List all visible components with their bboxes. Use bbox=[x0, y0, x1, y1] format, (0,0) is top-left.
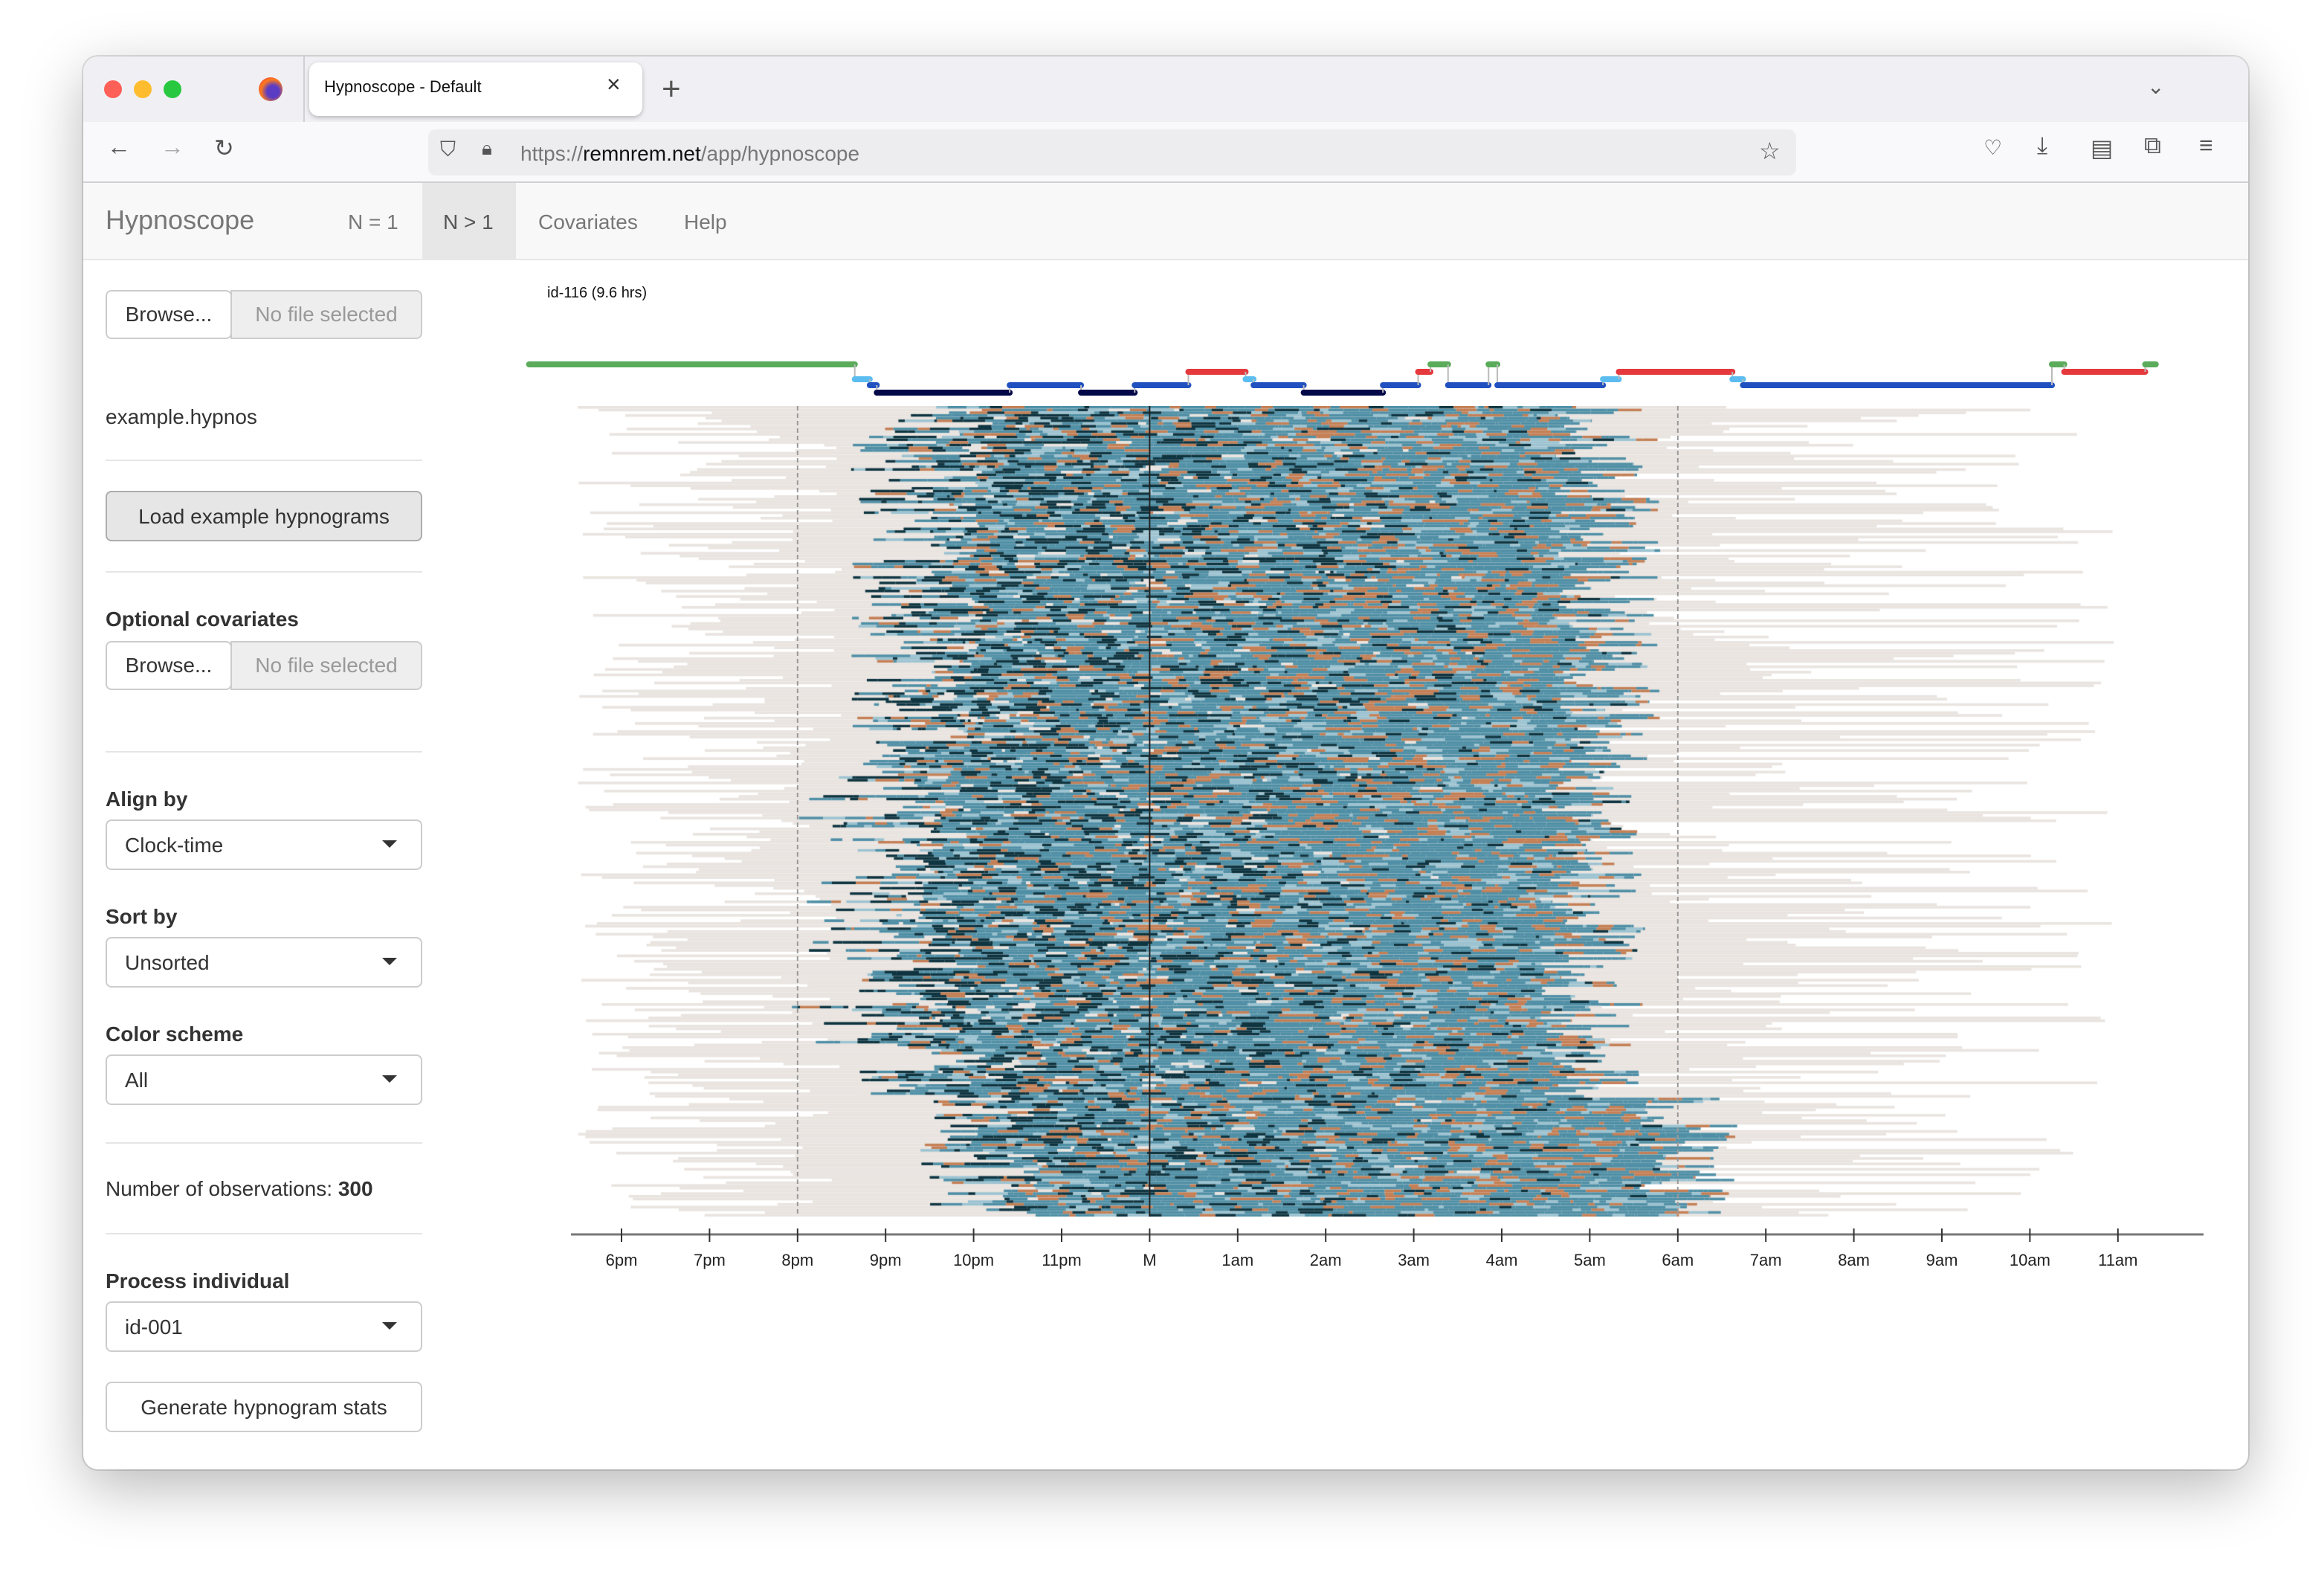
sidebar: Browse... No file selected example.hypno… bbox=[83, 260, 440, 1469]
loaded-file-name: example.hypnos bbox=[106, 405, 257, 428]
new-tab-button[interactable]: + bbox=[662, 70, 681, 107]
lock-icon: 🔒︎ bbox=[482, 137, 492, 159]
x-tick-label: M bbox=[1143, 1251, 1156, 1269]
file-input[interactable]: No file selected bbox=[230, 290, 422, 339]
url-scheme: https:// bbox=[520, 141, 584, 165]
bookmark-star-icon[interactable]: ☆ bbox=[1759, 140, 1781, 165]
url-bar[interactable]: ⛉ 🔒︎ https://remnrem.net/app/hypnoscope … bbox=[428, 129, 1796, 175]
x-tick-label: 5am bbox=[1574, 1251, 1606, 1269]
process-individual-select[interactable]: id-001 bbox=[106, 1301, 422, 1352]
x-tick-label: 11am bbox=[2098, 1251, 2137, 1269]
caret-down-icon bbox=[382, 1322, 397, 1330]
close-tab-icon[interactable]: × bbox=[607, 73, 621, 98]
covariates-label: Optional covariates bbox=[106, 607, 299, 631]
process-individual-value: id-001 bbox=[125, 1315, 183, 1339]
tab-title: Hypnoscope - Default bbox=[324, 79, 482, 97]
navigation-bar: ← → ↻ ⛉ 🔒︎ https://remnrem.net/app/hypno… bbox=[83, 122, 2248, 183]
caret-down-icon bbox=[382, 1075, 397, 1083]
observations-count: Number of observations: 300 bbox=[106, 1176, 373, 1200]
reload-icon[interactable]: ↻ bbox=[214, 137, 234, 162]
x-tick-label: 8pm bbox=[781, 1251, 813, 1269]
highlighted-hypnogram[interactable] bbox=[500, 265, 2224, 413]
x-tick-label: 11pm bbox=[1042, 1251, 1081, 1269]
sort-by-value: Unsorted bbox=[125, 950, 210, 974]
covariates-file-input[interactable]: No file selected bbox=[230, 641, 422, 690]
sort-by-label: Sort by bbox=[106, 904, 178, 928]
extensions-icon[interactable]: ⧉ bbox=[2144, 134, 2161, 159]
tab-list-chevron-icon[interactable]: ⌄ bbox=[2147, 74, 2165, 98]
align-by-select[interactable]: Clock-time bbox=[106, 819, 422, 870]
tab-help[interactable]: Help bbox=[684, 210, 727, 233]
url-text: https://remnrem.net/app/hypnoscope bbox=[520, 141, 859, 165]
process-individual-label: Process individual bbox=[106, 1269, 290, 1292]
tab-bar: Hypnoscope - Default × + ⌄ bbox=[83, 57, 2248, 122]
highlight-label: id-116 (9.6 hrs) bbox=[547, 286, 648, 302]
tab-n-equals-1[interactable]: N = 1 bbox=[348, 210, 398, 233]
url-path: /app/hypnoscope bbox=[700, 141, 860, 165]
x-tick-label: 6am bbox=[1662, 1251, 1694, 1269]
hypnoscope-plot: id-116 (9.6 hrs) 6pm 7pm 8pm 9pm 10pm 11pm M 1a… bbox=[500, 265, 2224, 1269]
color-scheme-select[interactable]: All bbox=[106, 1054, 422, 1105]
x-tick-label: 8am bbox=[1838, 1251, 1870, 1269]
pocket-icon[interactable]: ♡ bbox=[1984, 135, 2003, 159]
divider bbox=[106, 460, 422, 461]
browser-window: Hypnoscope - Default × + ⌄ ← → ↻ ⛉ 🔒︎ ht… bbox=[83, 57, 2248, 1469]
color-scheme-value: All bbox=[125, 1068, 149, 1092]
covariates-browse-button[interactable]: Browse... bbox=[106, 641, 232, 690]
minimize-window-button[interactable] bbox=[134, 80, 152, 98]
load-example-button[interactable]: Load example hypnograms bbox=[106, 491, 422, 541]
browse-button[interactable]: Browse... bbox=[106, 290, 232, 339]
hypnogram-raster[interactable] bbox=[500, 406, 2224, 1224]
tab-n-greater-1[interactable]: N > 1 bbox=[422, 183, 516, 260]
caret-down-icon bbox=[382, 958, 397, 965]
x-tick-label: 4am bbox=[1486, 1251, 1518, 1269]
x-tick-label: 7am bbox=[1750, 1251, 1782, 1269]
time-axis: 6pm 7pm 8pm 9pm 10pm 11pm M 1am 2am 3am 4am 5am 6am 7… bbox=[571, 406, 2204, 1269]
brand[interactable]: Hypnoscope bbox=[106, 205, 255, 235]
close-window-button[interactable] bbox=[104, 80, 122, 98]
download-icon[interactable]: ⤓ bbox=[2037, 134, 2048, 159]
x-tick-label: 10pm bbox=[953, 1251, 994, 1269]
divider bbox=[106, 571, 422, 573]
forward-icon[interactable]: → bbox=[161, 135, 184, 161]
x-tick-label: 9am bbox=[1926, 1251, 1958, 1269]
shield-icon: ⛉ bbox=[440, 137, 456, 161]
menu-icon[interactable]: ≡ bbox=[2199, 134, 2213, 159]
app-navbar: Hypnoscope N = 1 N > 1 Covariates Help bbox=[83, 183, 2248, 260]
observations-label: Number of observations: bbox=[106, 1176, 338, 1200]
x-tick-label: 10am bbox=[2010, 1251, 2050, 1269]
tab-hypnoscope[interactable]: Hypnoscope - Default × bbox=[309, 62, 642, 116]
reader-icon[interactable]: ▤ bbox=[2091, 137, 2114, 162]
x-tick-label: 9pm bbox=[870, 1251, 902, 1269]
x-tick-label: 3am bbox=[1398, 1251, 1430, 1269]
x-tick-label: 1am bbox=[1221, 1251, 1253, 1269]
tab-covariates[interactable]: Covariates bbox=[538, 210, 638, 233]
maximize-window-button[interactable] bbox=[164, 80, 181, 98]
align-by-value: Clock-time bbox=[125, 833, 224, 857]
divider bbox=[106, 751, 422, 753]
color-scheme-label: Color scheme bbox=[106, 1022, 244, 1046]
url-host: remnrem.net bbox=[583, 141, 701, 165]
firefox-icon bbox=[259, 77, 283, 101]
caret-down-icon bbox=[382, 840, 397, 848]
sort-by-select[interactable]: Unsorted bbox=[106, 937, 422, 988]
observations-value: 300 bbox=[338, 1176, 373, 1200]
divider bbox=[106, 1142, 422, 1144]
x-tick-label: 6pm bbox=[606, 1251, 638, 1269]
divider bbox=[106, 1233, 422, 1234]
align-by-label: Align by bbox=[106, 787, 188, 811]
back-icon[interactable]: ← bbox=[107, 135, 131, 161]
generate-stats-button[interactable]: Generate hypnogram stats bbox=[106, 1382, 422, 1432]
x-tick-label: 7pm bbox=[694, 1251, 726, 1269]
x-tick-label: 2am bbox=[1310, 1251, 1342, 1269]
